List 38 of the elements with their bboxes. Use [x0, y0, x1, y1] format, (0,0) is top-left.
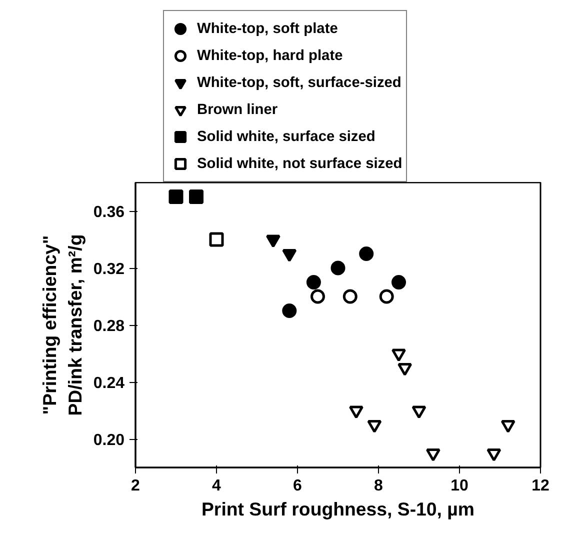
y-tick-label: 0.36	[93, 204, 125, 221]
y-tick-label: 0.20	[93, 432, 125, 449]
point	[486, 448, 502, 462]
point	[392, 348, 406, 362]
y-axis-title: "Printing efficiency" PD/ink transfer, m²/g	[39, 234, 86, 416]
x-tick-label: 6	[293, 478, 302, 494]
point	[398, 363, 412, 376]
x-tick-label: 10	[450, 478, 468, 494]
x-tick-label: 12	[532, 478, 550, 494]
x-tick-label: 4	[212, 478, 222, 494]
x-tick-label: 2	[131, 478, 140, 494]
point	[306, 275, 321, 290]
point	[330, 260, 346, 276]
legend-label: Solid white, surface sized	[197, 128, 376, 146]
point	[282, 304, 297, 318]
point	[379, 289, 394, 304]
point	[426, 448, 440, 462]
legend-label: White-top, soft, surface-sized	[197, 74, 402, 92]
point	[348, 406, 364, 419]
point	[168, 190, 184, 204]
point	[392, 275, 406, 290]
x-axis-title: Print Surf roughness, S-10, µm	[201, 498, 475, 520]
legend-label: Solid white, not surface sized	[197, 154, 402, 174]
point	[189, 190, 204, 204]
point	[412, 406, 426, 419]
x-tick-label: 8	[374, 478, 384, 494]
point	[209, 232, 224, 247]
legend-label: Brown liner	[197, 100, 278, 120]
point	[342, 289, 358, 304]
y-tick-label: 0.32	[93, 261, 125, 278]
point	[310, 289, 325, 304]
y-tick-label: 0.28	[93, 318, 125, 335]
point	[359, 246, 374, 261]
legend-label: White-top, hard plate	[197, 46, 343, 66]
point	[367, 420, 382, 433]
point	[500, 420, 516, 433]
y-tick-label: 0.24	[93, 375, 125, 392]
legend-label: White-top, soft plate	[197, 20, 338, 38]
